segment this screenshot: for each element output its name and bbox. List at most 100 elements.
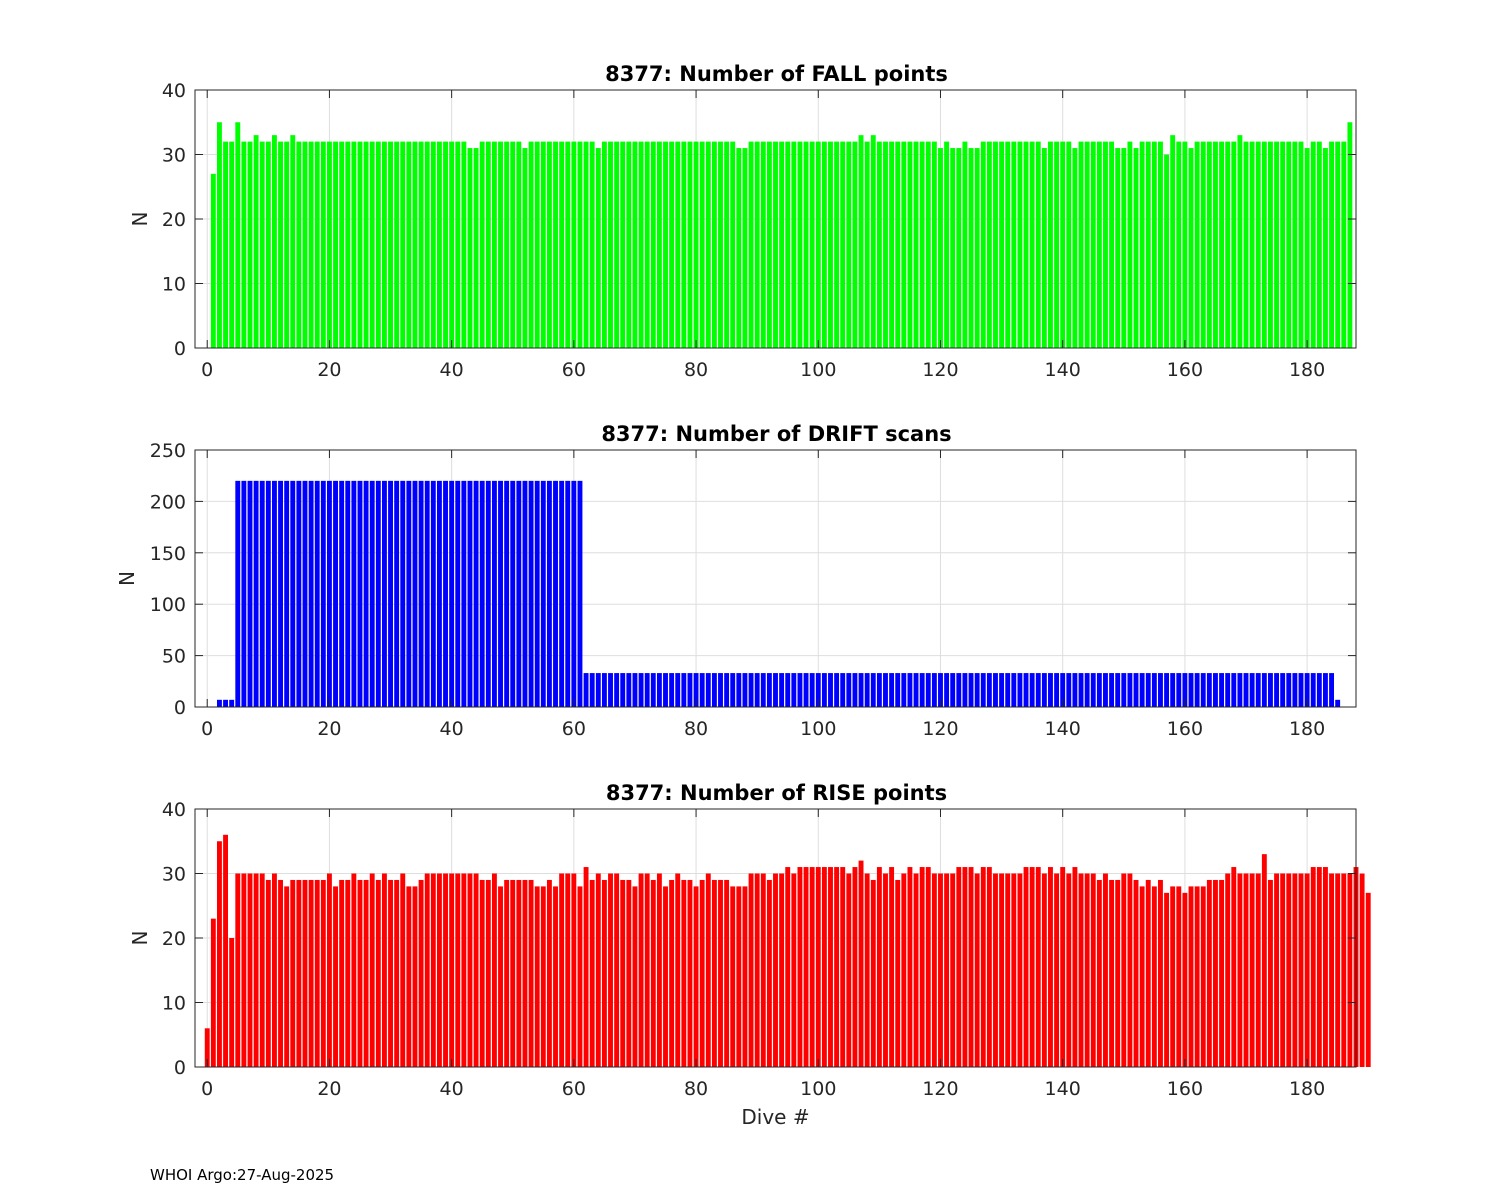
- bar: [418, 480, 424, 707]
- y-tick-label: 150: [150, 543, 186, 565]
- bar: [785, 867, 791, 1067]
- bar: [1329, 673, 1335, 707]
- bar: [766, 879, 772, 1067]
- bar: [1286, 673, 1292, 707]
- x-tick-label: 120: [922, 1078, 958, 1100]
- bar: [339, 879, 345, 1067]
- bar: [1188, 673, 1194, 707]
- x-tick-label: 0: [201, 1078, 213, 1100]
- bar: [1035, 867, 1041, 1067]
- bar: [290, 879, 296, 1067]
- bar: [644, 673, 650, 707]
- bar: [748, 673, 754, 707]
- bar: [1182, 892, 1188, 1067]
- bar: [687, 673, 693, 707]
- bar: [1194, 886, 1200, 1067]
- x-tick-label: 20: [317, 1078, 341, 1100]
- bar: [320, 879, 326, 1067]
- bar: [363, 480, 369, 707]
- bar: [834, 673, 840, 707]
- bar: [870, 673, 876, 707]
- bar: [828, 673, 833, 707]
- bar: [620, 879, 626, 1067]
- bar: [357, 879, 363, 1067]
- bar: [381, 873, 387, 1067]
- bar: [1219, 879, 1225, 1067]
- bar: [895, 673, 901, 707]
- bar: [919, 867, 925, 1067]
- bar: [290, 135, 296, 348]
- bar: [889, 673, 895, 707]
- bar: [333, 480, 338, 707]
- bar: [705, 673, 711, 707]
- bar: [1127, 873, 1133, 1067]
- bar: [510, 141, 516, 348]
- bar: [834, 141, 840, 348]
- bar: [553, 886, 558, 1067]
- bar: [351, 141, 357, 348]
- x-tick-label: 40: [440, 1078, 464, 1100]
- x-tick-label: 0: [201, 359, 213, 381]
- bar: [1359, 873, 1365, 1067]
- bar: [314, 141, 320, 348]
- bar: [724, 879, 730, 1067]
- x-tick-label: 180: [1289, 718, 1325, 740]
- x-tick-label: 80: [684, 359, 708, 381]
- bar: [791, 141, 797, 348]
- bar: [1261, 673, 1267, 707]
- bar: [412, 480, 418, 707]
- x-tick-label: 60: [562, 718, 586, 740]
- bar: [1237, 673, 1243, 707]
- bar: [901, 673, 907, 707]
- bar: [1054, 141, 1060, 348]
- bar: [290, 480, 296, 707]
- bar: [400, 141, 406, 348]
- bar: [986, 673, 992, 707]
- bar: [308, 480, 314, 707]
- bar: [1170, 673, 1176, 707]
- bar: [840, 141, 846, 348]
- bar: [430, 873, 436, 1067]
- bar: [895, 879, 901, 1067]
- bar: [1304, 148, 1310, 348]
- bar: [1200, 141, 1206, 348]
- bar: [1261, 854, 1267, 1067]
- bar: [1041, 673, 1047, 707]
- bar: [1280, 141, 1286, 348]
- bar: [1084, 141, 1090, 348]
- bar: [1035, 673, 1041, 707]
- bar: [1151, 673, 1157, 707]
- bar: [540, 141, 546, 348]
- bar: [1060, 867, 1066, 1067]
- bar: [626, 141, 632, 348]
- x-tick-label: 80: [684, 1078, 708, 1100]
- bar: [1115, 673, 1121, 707]
- bar: [1017, 141, 1023, 348]
- bar: [956, 148, 962, 348]
- bar: [785, 141, 791, 348]
- x-tick-label: 80: [684, 718, 708, 740]
- bar: [797, 867, 803, 1067]
- bar: [1219, 141, 1225, 348]
- bar: [1096, 141, 1102, 348]
- bar: [760, 141, 766, 348]
- bar: [1206, 879, 1212, 1067]
- bar: [889, 141, 895, 348]
- bar: [1115, 148, 1121, 348]
- bar: [553, 480, 558, 707]
- bar: [449, 141, 455, 348]
- bar: [656, 141, 662, 348]
- bar: [681, 141, 687, 348]
- bar: [986, 867, 992, 1067]
- bar: [663, 141, 668, 348]
- bar: [1213, 673, 1218, 707]
- bar: [388, 879, 393, 1067]
- bar: [247, 480, 253, 707]
- bar: [1274, 673, 1280, 707]
- bar: [821, 867, 827, 1067]
- bar: [296, 141, 302, 348]
- bar: [1194, 141, 1200, 348]
- bar: [1274, 141, 1280, 348]
- x-tick-label: 100: [800, 1078, 836, 1100]
- bar: [577, 141, 583, 348]
